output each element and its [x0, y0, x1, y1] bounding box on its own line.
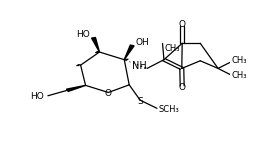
- Text: O: O: [104, 89, 111, 98]
- Text: O: O: [179, 20, 186, 29]
- Text: CH₃: CH₃: [165, 44, 180, 53]
- Text: O: O: [179, 83, 186, 92]
- Text: NH: NH: [132, 61, 147, 71]
- Text: SCH₃: SCH₃: [158, 105, 179, 114]
- Polygon shape: [92, 38, 99, 52]
- Text: CH₃: CH₃: [232, 71, 248, 80]
- Text: CH₃: CH₃: [232, 57, 248, 65]
- Polygon shape: [124, 45, 134, 60]
- Text: OH: OH: [135, 38, 149, 47]
- Text: S: S: [137, 97, 143, 106]
- Polygon shape: [66, 85, 86, 91]
- Text: HO: HO: [76, 30, 90, 39]
- Text: HO: HO: [30, 92, 44, 101]
